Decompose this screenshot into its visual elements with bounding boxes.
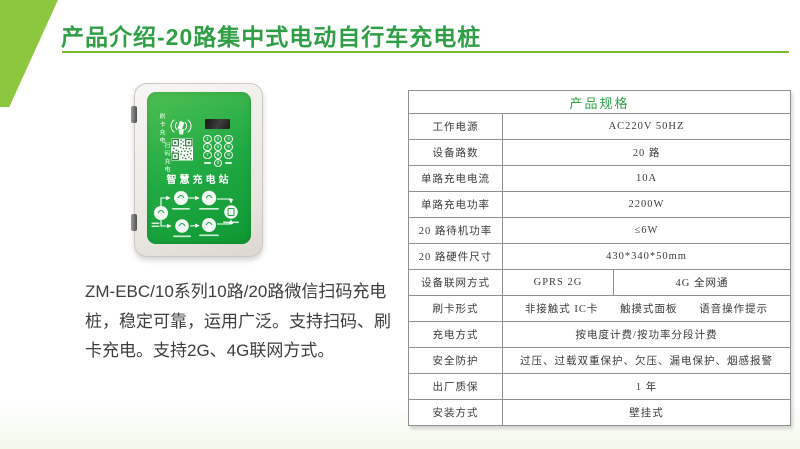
keypad-key: 1	[203, 134, 212, 143]
spec-value: 10A	[501, 165, 792, 192]
spec-value-gprs: GPRS 2G	[502, 269, 614, 296]
nfc-tap-icon	[170, 119, 192, 135]
spec-label: 20 路硬件尺寸	[408, 243, 503, 270]
spec-value: 430*340*50mm	[501, 243, 792, 270]
spec-row-warranty: 出厂质保 1 年	[408, 373, 792, 400]
spec-value: 1 年	[501, 373, 792, 400]
device-photo: 刷卡充电 扫码充电	[131, 83, 263, 257]
spec-value: 2200W	[501, 191, 792, 218]
spec-row-power-supply: 工作电源 AC220V 50HZ	[408, 113, 792, 140]
spec-row-card-type: 刷卡形式 非接触式 IC卡 触摸式面板 语音操作提示	[408, 295, 792, 322]
lcd-display	[205, 119, 230, 129]
spec-value-card-types: 非接触式 IC卡 触摸式面板 语音操作提示	[501, 295, 792, 322]
spec-label: 设备路数	[408, 139, 503, 166]
keypad-key: 9	[224, 150, 233, 159]
numeric-keypad: 1 2 3 4 5 6 7 8 9 0	[203, 134, 233, 167]
spec-row-install-mode: 安装方式 壁挂式	[408, 399, 792, 426]
keypad-key: 6	[224, 142, 233, 151]
keypad-key: 4	[203, 142, 212, 151]
keypad-confirm-mark	[225, 161, 232, 164]
device-front-panel: 刷卡充电 扫码充电	[147, 92, 251, 244]
spec-row-billing-mode: 充电方式 按电度计费/按功率分段计费	[408, 321, 792, 348]
spec-value: 过压、过载双重保护、欠压、漏电保护、烟感报警	[501, 347, 792, 374]
page-title: 产品介绍-20路集中式电动自行车充电桩	[61, 24, 482, 50]
product-description: ZM-EBC/10系列10路/20路微信扫码充电桩，稳定可靠，运用广泛。支持扫码…	[85, 282, 391, 360]
qr-code	[171, 138, 193, 161]
spec-row-charge-current: 单路充电电流 10A	[408, 165, 792, 192]
spec-label: 安装方式	[408, 399, 503, 426]
spec-value-4g: 4G 全网通	[612, 269, 792, 296]
spec-table: 产品规格 工作电源 AC220V 50HZ 设备路数 20 路 单路充电电流 1…	[407, 90, 792, 426]
spec-row-hardware-size: 20 路硬件尺寸 430*340*50mm	[408, 243, 792, 270]
device-hinge-top	[131, 106, 137, 123]
keypad-key: 7	[203, 150, 212, 159]
spec-part-voice-prompt: 语音操作提示	[699, 304, 769, 315]
keypad-cancel-mark	[204, 161, 211, 164]
vertical-label-card-charge: 刷卡充电	[158, 113, 164, 145]
keypad-key: 0	[213, 158, 223, 167]
spec-label: 工作电源	[408, 113, 503, 140]
spec-label: 安全防护	[408, 347, 503, 374]
keypad-key: 2	[213, 134, 223, 143]
spec-table-title: 产品规格	[407, 90, 792, 114]
spec-value: 按电度计费/按功率分段计费	[501, 321, 792, 348]
panel-title: 智慧充电站	[166, 175, 232, 186]
keypad-key: 5	[213, 142, 223, 151]
spec-label: 单路充电功率	[408, 191, 503, 218]
keypad-key: 8	[213, 150, 223, 159]
spec-value: ≤6W	[501, 217, 792, 244]
corner-accent-wedge	[0, 0, 58, 107]
spec-label: 单路充电电流	[408, 165, 503, 192]
device-hinge-bottom	[131, 214, 137, 231]
keypad-key: 3	[224, 134, 233, 143]
spec-label: 设备联网方式	[408, 269, 503, 296]
spec-value: 壁挂式	[501, 399, 792, 426]
vertical-label-scan-charge: 扫码充电	[163, 142, 169, 174]
title-underline	[62, 51, 789, 53]
spec-value: AC220V 50HZ	[501, 113, 792, 140]
spec-row-channel-count: 设备路数 20 路	[408, 139, 792, 166]
spec-label: 出厂质保	[408, 373, 503, 400]
spec-part-touch-panel: 触摸式面板	[620, 304, 678, 315]
spec-label: 20 路待机功率	[408, 217, 503, 244]
spec-label: 充电方式	[408, 321, 503, 348]
spec-label: 刷卡形式	[408, 295, 503, 322]
usage-flow-diagram	[151, 190, 239, 238]
spec-row-network-mode: 设备联网方式 GPRS 2G 4G 全网通	[408, 269, 792, 296]
spec-row-charge-power: 单路充电功率 2200W	[408, 191, 792, 218]
spec-row-safety-protection: 安全防护 过压、过载双重保护、欠压、漏电保护、烟感报警	[408, 347, 792, 374]
spec-table-header-row: 产品规格	[407, 90, 792, 114]
spec-value: 20 路	[501, 139, 792, 166]
spec-part-ic-card: 非接触式 IC卡	[524, 304, 599, 315]
spec-row-standby-power: 20 路待机功率 ≤6W	[408, 217, 792, 244]
